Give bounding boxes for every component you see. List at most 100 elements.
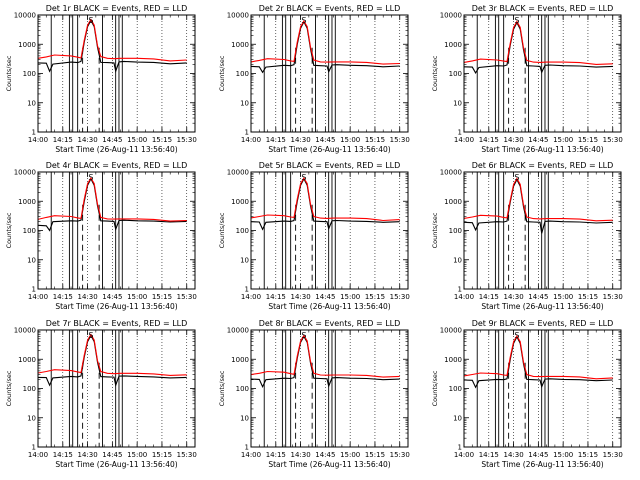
x-tick-label: 15:30 (390, 293, 410, 301)
series-lld-line (37, 333, 187, 376)
x-tick-label: 14:00 (454, 293, 474, 301)
y-tick-label: 10 (27, 414, 36, 422)
x-tick-label: 14:00 (454, 136, 474, 144)
x-tick-label: 15:00 (127, 136, 147, 144)
x-tick-label: 14:15 (53, 136, 73, 144)
y-tick-label: 100 (23, 70, 36, 78)
x-tick-label: 15:00 (127, 293, 147, 301)
plot-frame (37, 171, 196, 290)
plot-frame (250, 14, 409, 133)
x-tick-label: 14:30 (77, 451, 97, 459)
chart-panel-7: Det 7r BLACK = Events, RED = LLD Counts/s… (5, 319, 197, 469)
x-tick-label: 14:45 (315, 293, 335, 301)
chart-panel-9: Det 9r BLACK = Events, RED = LLD Counts/s… (431, 319, 623, 469)
y-tick-label: 1000 (231, 198, 249, 206)
chart-title: Det 4r BLACK = Events, RED = LLD (46, 161, 188, 170)
y-tick-label: 10 (240, 256, 249, 264)
y-tick-label: 1000 (231, 41, 249, 49)
y-tick-label: 100 (449, 70, 462, 78)
x-tick-label: 15:00 (340, 136, 360, 144)
y-tick-label: 100 (23, 385, 36, 393)
x-tick-label: 14:15 (266, 293, 286, 301)
x-tick-label: 14:30 (503, 136, 523, 144)
y-tick-label: 1000 (444, 198, 462, 206)
marker-label: S (88, 16, 93, 25)
chart-title: Det 3r BLACK = Events, RED = LLD (472, 4, 614, 13)
x-tick-label: 14:45 (528, 136, 548, 144)
x-tick-label: 15:15 (578, 136, 598, 144)
series-events-line (37, 177, 187, 232)
y-tick-label: 1 (245, 129, 249, 137)
y-tick-label: 1 (32, 129, 36, 137)
x-tick-label: 15:00 (340, 451, 360, 459)
x-axis-label: Start Time (26-Aug-11 13:56:40) (481, 460, 603, 469)
y-tick-label: 10000 (14, 169, 36, 177)
plot-frame (463, 14, 622, 133)
y-axis-label: Counts/sec (431, 212, 439, 248)
x-tick-label: 15:15 (578, 451, 598, 459)
x-tick-label: 15:00 (127, 451, 147, 459)
y-tick-label: 1 (458, 444, 462, 452)
x-tick-label: 15:00 (553, 451, 573, 459)
marker-label: S (301, 331, 306, 340)
x-tick-label: 14:15 (479, 293, 499, 301)
y-tick-label: 10 (453, 414, 462, 422)
y-tick-label: 10 (240, 414, 249, 422)
y-tick-label: 1 (458, 129, 462, 137)
y-axis-label: Counts/sec (431, 55, 439, 91)
x-axis-label: Start Time (26-Aug-11 13:56:40) (268, 145, 390, 154)
x-tick-label: 15:00 (553, 136, 573, 144)
x-tick-label: 14:30 (290, 293, 310, 301)
chart-panel-2: Det 2r BLACK = Events, RED = LLD Counts/s… (218, 4, 410, 154)
marker-label: S (514, 173, 519, 182)
x-tick-label: 14:30 (290, 136, 310, 144)
series-lld-line (463, 20, 613, 65)
x-tick-label: 15:30 (177, 136, 197, 144)
x-tick-label: 14:00 (241, 136, 261, 144)
series-events-line (250, 20, 400, 74)
series-lld-line (463, 335, 613, 380)
y-tick-label: 1000 (444, 356, 462, 364)
x-tick-label: 14:15 (479, 136, 499, 144)
y-tick-label: 100 (236, 70, 249, 78)
x-axis-label: Start Time (26-Aug-11 13:56:40) (268, 302, 390, 311)
y-tick-label: 10000 (440, 12, 462, 20)
x-tick-label: 14:00 (28, 293, 48, 301)
y-tick-label: 10000 (14, 12, 36, 20)
y-tick-label: 1 (245, 444, 249, 452)
x-tick-label: 14:30 (77, 293, 97, 301)
marker-label: S (88, 173, 93, 182)
y-tick-label: 1 (458, 286, 462, 294)
series-lld-line (250, 20, 400, 65)
x-tick-label: 14:00 (241, 451, 261, 459)
chart-panel-5: Det 5r BLACK = Events, RED = LLD Counts/s… (218, 161, 410, 311)
marker-label: S (88, 331, 93, 340)
series-lld-line (463, 177, 613, 222)
y-tick-label: 100 (23, 227, 36, 235)
x-axis-label: Start Time (26-Aug-11 13:56:40) (268, 460, 390, 469)
y-tick-label: 1000 (18, 198, 36, 206)
x-tick-label: 15:30 (177, 293, 197, 301)
y-tick-label: 100 (449, 385, 462, 393)
x-tick-label: 15:30 (390, 451, 410, 459)
chart-panel-4: Det 4r BLACK = Events, RED = LLD Counts/s… (5, 161, 197, 311)
x-tick-label: 14:15 (479, 451, 499, 459)
y-axis-label: Counts/sec (218, 212, 226, 248)
x-tick-label: 15:15 (365, 451, 385, 459)
marker-label: S (514, 16, 519, 25)
x-axis-label: Start Time (26-Aug-11 13:56:40) (55, 302, 177, 311)
marker-label: S (514, 331, 519, 340)
chart-panel-3: Det 3r BLACK = Events, RED = LLD Counts/s… (431, 4, 623, 154)
x-axis-label: Start Time (26-Aug-11 13:56:40) (481, 302, 603, 311)
plot-frame (463, 329, 622, 448)
y-tick-label: 100 (236, 227, 249, 235)
x-tick-label: 14:30 (290, 451, 310, 459)
x-tick-label: 14:15 (53, 293, 73, 301)
chart-title: Det 1r BLACK = Events, RED = LLD (46, 4, 188, 13)
y-axis-label: Counts/sec (218, 370, 226, 406)
x-axis-label: Start Time (26-Aug-11 13:56:40) (481, 145, 603, 154)
x-tick-label: 14:15 (266, 136, 286, 144)
series-events-line (250, 335, 400, 389)
x-tick-label: 14:45 (528, 293, 548, 301)
x-tick-label: 15:15 (152, 136, 172, 144)
